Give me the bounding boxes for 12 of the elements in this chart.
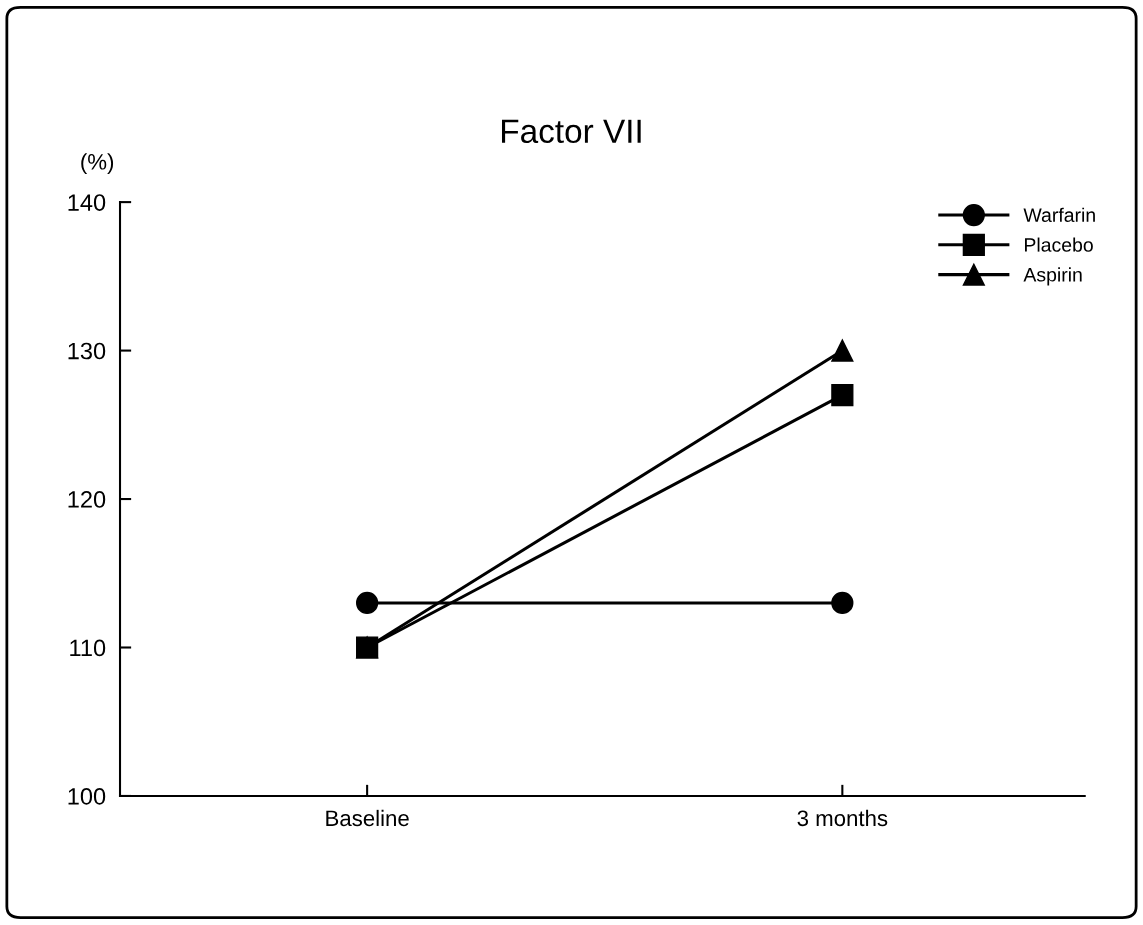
y-axis-title: (%) xyxy=(81,153,114,175)
chart-title: Factor VII xyxy=(502,119,641,144)
x-tick-label: Baseline xyxy=(326,809,409,827)
y-tick-label: 120 xyxy=(68,491,106,508)
y-tick-label: 130 xyxy=(68,342,106,360)
y-tick-label: 110 xyxy=(70,639,106,657)
legend-label: Aspirin xyxy=(1023,267,1082,286)
y-tick-label: 100 xyxy=(68,788,106,805)
legend-label: Warfarin xyxy=(1023,207,1095,223)
y-tick-label: 140 xyxy=(68,194,106,211)
legend-label: Placebo xyxy=(1025,237,1093,252)
x-tick-label: 3 months xyxy=(797,809,888,827)
